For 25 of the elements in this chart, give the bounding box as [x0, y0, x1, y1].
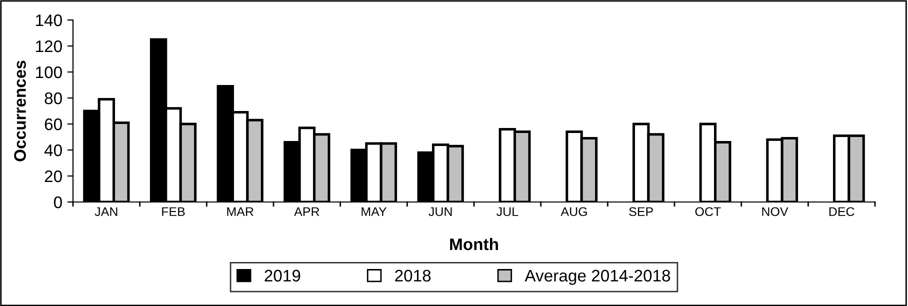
legend-label: 2018 [395, 270, 431, 282]
y-tick-label: 120 [36, 40, 62, 52]
x-tick-label: JAN [94, 207, 118, 216]
x-tick-label: MAY [362, 207, 387, 216]
x-tick-label: APR [294, 207, 320, 216]
y-tick-label: 40 [44, 144, 62, 156]
x-tick-label: JUN [428, 207, 452, 216]
y-tick-label: 0 [54, 196, 62, 208]
x-tick-label: NOV [762, 207, 788, 216]
y-tick-label: 80 [44, 92, 62, 104]
x-axis-title: Month [450, 238, 498, 250]
y-tick-label: 60 [44, 118, 62, 130]
x-tick-label: JUL [496, 207, 518, 216]
x-tick-label: AUG [560, 207, 587, 216]
y-tick-label: 100 [36, 66, 62, 78]
legend-label: 2019 [264, 270, 300, 282]
x-tick-label: OCT [695, 207, 721, 216]
x-tick-label: SEP [629, 207, 653, 216]
x-tick-label: MAR [227, 207, 254, 216]
legend-label: Average 2014-2018 [524, 270, 670, 285]
y-axis-title: Occurrences [14, 60, 26, 162]
y-tick-label: 20 [44, 170, 62, 182]
x-tick-label: DEC [829, 207, 854, 216]
x-tick-label: FEB [162, 207, 185, 216]
y-tick-label: 140 [36, 14, 62, 26]
